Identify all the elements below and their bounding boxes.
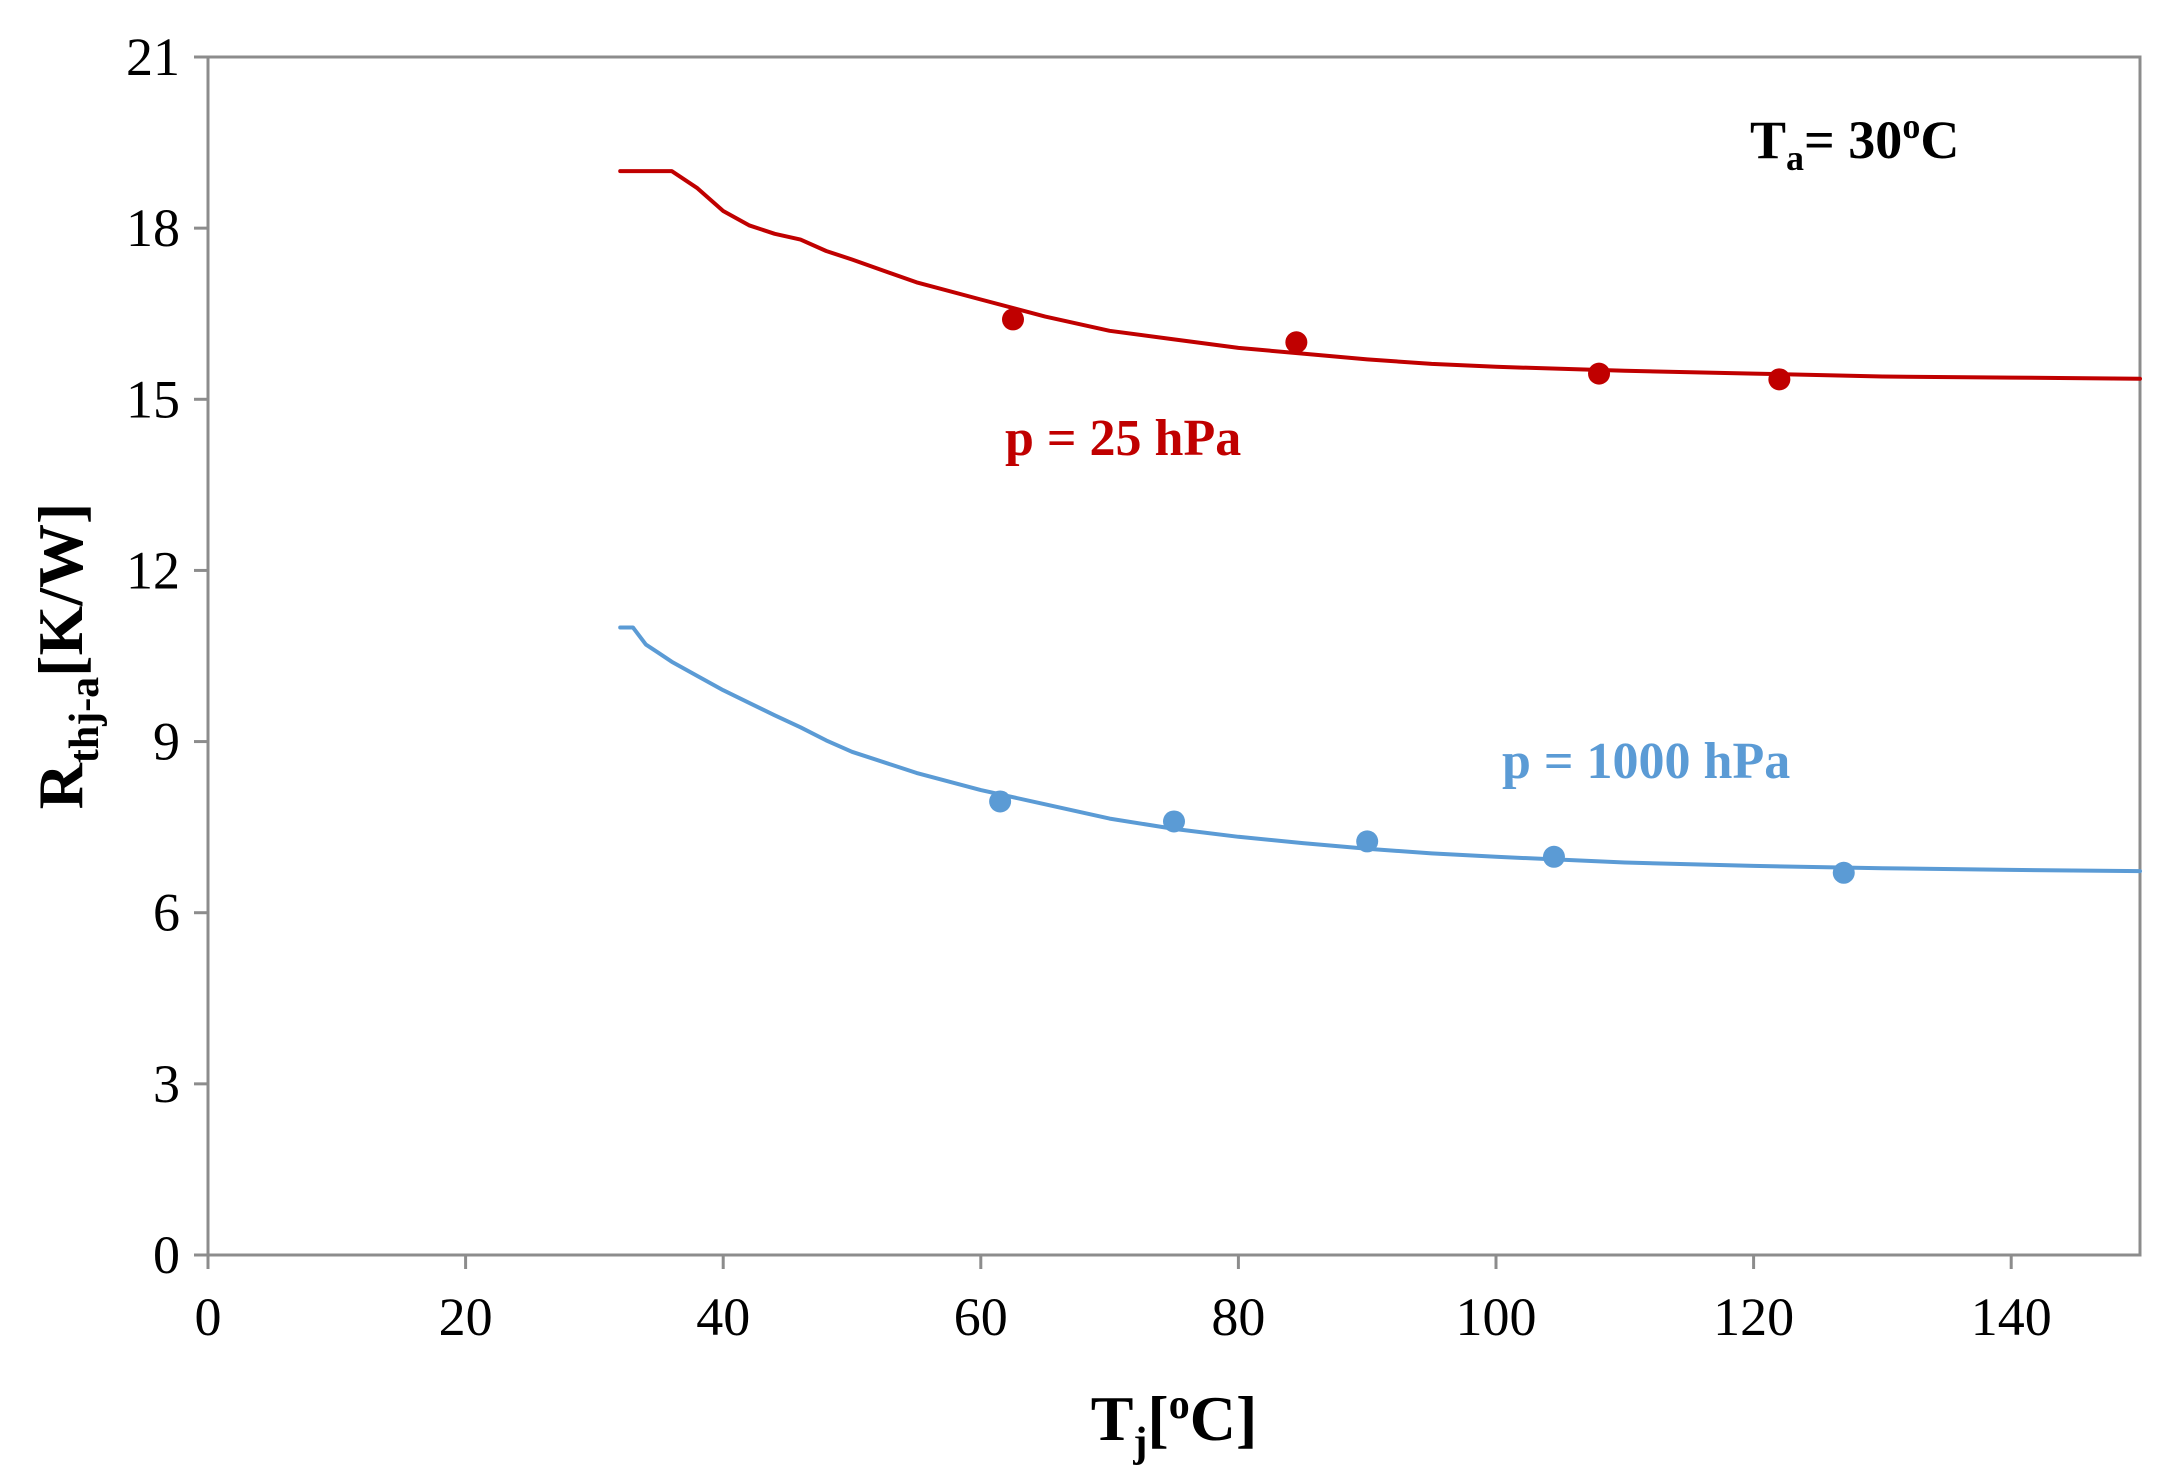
- y-axis: 0 3 6 9 12 15 18 21: [126, 27, 208, 1285]
- x-tick-label-140: 140: [1971, 1287, 2052, 1347]
- x-tick-label-0: 0: [195, 1287, 222, 1347]
- y-axis-title: Rthj-a[K/W]: [25, 503, 108, 810]
- x-tick-label-80: 80: [1211, 1287, 1265, 1347]
- series-0-line: [618, 169, 2142, 381]
- x-tick-label-60: 60: [954, 1287, 1008, 1347]
- series-0-point-0: [1002, 308, 1024, 331]
- series-1-point-0: [989, 790, 1012, 813]
- y-tick-label-0: 0: [153, 1225, 180, 1285]
- x-axis: 0 20 40 60 80 100 120 140: [195, 1255, 2052, 1347]
- series-1-point-3: [1542, 845, 1565, 868]
- series-0-point-3: [1768, 368, 1791, 391]
- ambient-temperature-annotation: Ta= 30oC: [1750, 106, 1959, 178]
- x-tick-label-120: 120: [1713, 1287, 1794, 1347]
- series-label-1000-hpa: p = 1000 hPa: [1502, 733, 1790, 790]
- y-tick-label-21: 21: [126, 27, 180, 87]
- y-tick-label-6: 6: [153, 883, 180, 943]
- y-tick-label-12: 12: [126, 540, 180, 600]
- x-axis-title: Tj[oC]: [1091, 1382, 1258, 1466]
- series-label-25-hpa: p = 25 hPa: [1005, 410, 1241, 467]
- series-1-line: [618, 625, 2142, 874]
- series-1-point-2: [1356, 830, 1379, 853]
- y-tick-label-9: 9: [153, 712, 180, 772]
- series-layer: [618, 169, 2142, 884]
- y-tick-label-18: 18: [126, 198, 180, 258]
- series-0-point-2: [1588, 362, 1611, 385]
- series-0-point-1: [1285, 331, 1308, 354]
- plot-area-frame: [206, 55, 2142, 1257]
- x-tick-label-40: 40: [696, 1287, 750, 1347]
- y-tick-label-15: 15: [126, 369, 180, 429]
- y-tick-label-3: 3: [153, 1054, 180, 1114]
- x-tick-label-100: 100: [1456, 1287, 1537, 1347]
- series-1-point-4: [1832, 861, 1855, 884]
- series-1-point-1: [1163, 810, 1185, 833]
- x-tick-label-20: 20: [439, 1287, 493, 1347]
